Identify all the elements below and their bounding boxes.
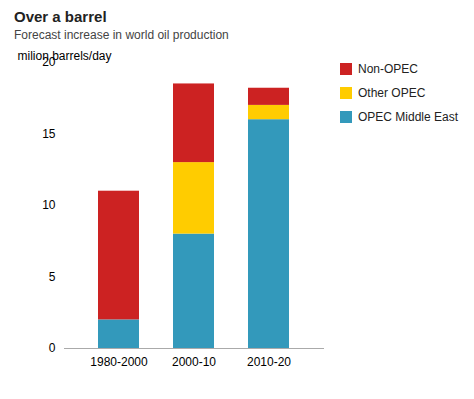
- svg-text:15: 15: [42, 127, 56, 141]
- svg-text:0: 0: [49, 341, 56, 355]
- svg-text:5: 5: [49, 270, 56, 284]
- svg-text:1980-2000: 1980-2000: [90, 355, 148, 369]
- html-text:OPEC Middle East: OPEC Middle East: [358, 110, 458, 124]
- svg-text:2010-20: 2010-20: [247, 355, 291, 369]
- html-text:Forecast increase in world oil: Forecast increase in world oil productio…: [14, 28, 229, 42]
- svg-text:10: 10: [42, 198, 56, 212]
- html-text:Other OPEC: Other OPEC: [358, 86, 426, 100]
- html-text:Over a barrel: Over a barrel: [14, 8, 107, 25]
- svg-text:2000-10: 2000-10: [172, 355, 216, 369]
- html-text:Non-OPEC: Non-OPEC: [358, 62, 418, 76]
- svg-text:milion barrels/day: milion barrels/day: [18, 49, 112, 63]
